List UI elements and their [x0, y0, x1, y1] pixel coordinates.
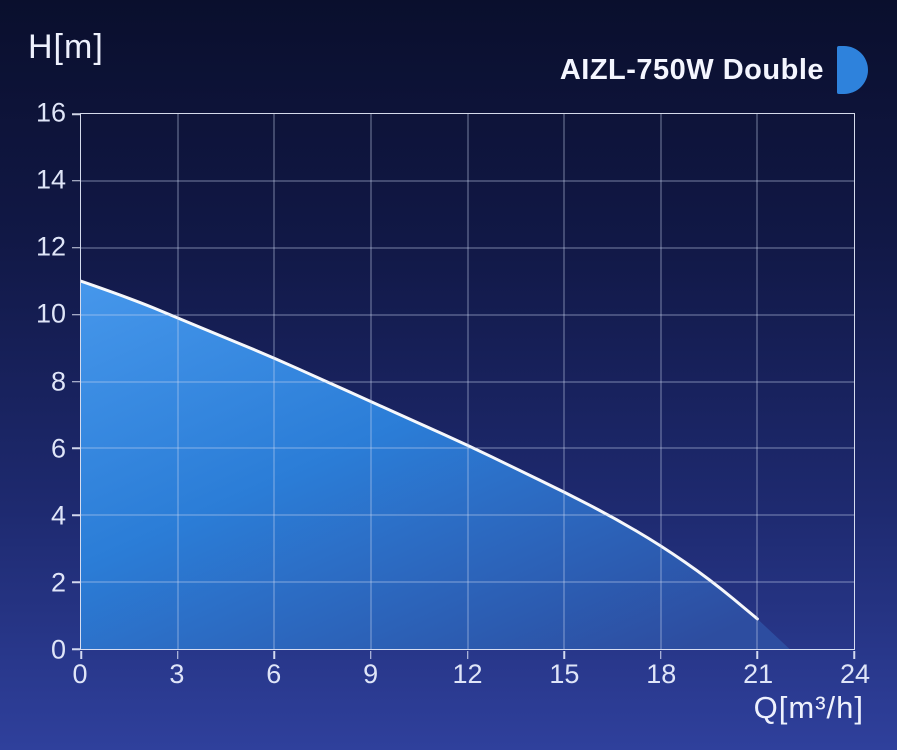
x-tick-mark: [273, 650, 275, 659]
y-axis-title: H[m]: [28, 28, 104, 66]
y-tick-mark: [71, 313, 80, 316]
y-tick-label: 12: [35, 231, 66, 262]
gridline-horizontal: [81, 447, 854, 449]
gridline-horizontal: [81, 180, 854, 182]
chart-title: AIZL-750W Double: [559, 53, 824, 86]
y-tick-label: 2: [50, 567, 66, 598]
x-tick-label: 9: [363, 659, 379, 689]
pump-curve-line: [81, 279, 759, 621]
y-tick-mark: [71, 447, 80, 450]
y-tick-mark: [71, 380, 80, 383]
pump-curve-fill: [81, 281, 790, 649]
x-tick-label: 18: [646, 659, 677, 689]
y-tick-mark: [71, 648, 80, 650]
y-tick-mark: [71, 180, 80, 182]
x-tick-label: 12: [452, 659, 483, 689]
x-tick-mark: [563, 650, 565, 659]
y-tick-label: 4: [50, 500, 66, 531]
y-tick-label: 16: [35, 97, 66, 128]
gridline-horizontal: [81, 247, 854, 249]
d-half-disc-icon: [837, 46, 868, 94]
chart-header: AIZL-750W Double: [560, 46, 868, 94]
y-tick-label: 0: [50, 634, 66, 665]
x-tick-mark: [176, 650, 179, 659]
x-tick-label: 0: [72, 659, 88, 689]
gridline-horizontal: [81, 514, 854, 516]
plot-area: [71, 113, 855, 659]
y-tick-mark: [71, 113, 80, 115]
y-axis-labels: 0 2 4 6 8 10 12 14 16: [0, 98, 66, 665]
y-tick-mark: [71, 514, 80, 516]
gridline-horizontal: [81, 314, 854, 316]
x-tick-label: 21: [743, 659, 774, 689]
curve-svg: [81, 279, 790, 649]
y-tick-label: 10: [35, 298, 66, 329]
x-tick-mark: [466, 650, 469, 659]
gridline-horizontal: [81, 381, 854, 382]
x-axis-labels: 0 3 6 9 12 15 18 21 24: [72, 659, 870, 697]
x-tick-mark: [756, 650, 759, 659]
y-tick-label: 6: [50, 433, 66, 464]
y-tick-label: 14: [35, 164, 66, 195]
x-tick-label: 3: [169, 659, 185, 689]
x-tick-mark: [80, 650, 82, 659]
x-tick-mark: [660, 650, 662, 659]
gridline-horizontal: [81, 581, 854, 583]
x-tick-mark: [853, 650, 855, 659]
y-tick-mark: [71, 247, 80, 249]
x-tick-label: 24: [839, 659, 871, 689]
y-tick-mark: [71, 581, 80, 583]
x-tick-label: 6: [266, 659, 282, 689]
y-tick-label: 8: [50, 366, 66, 396]
x-axis-title: Q[m³/h]: [753, 690, 864, 725]
x-tick-mark: [370, 650, 372, 659]
x-tick-label: 15: [549, 659, 580, 689]
